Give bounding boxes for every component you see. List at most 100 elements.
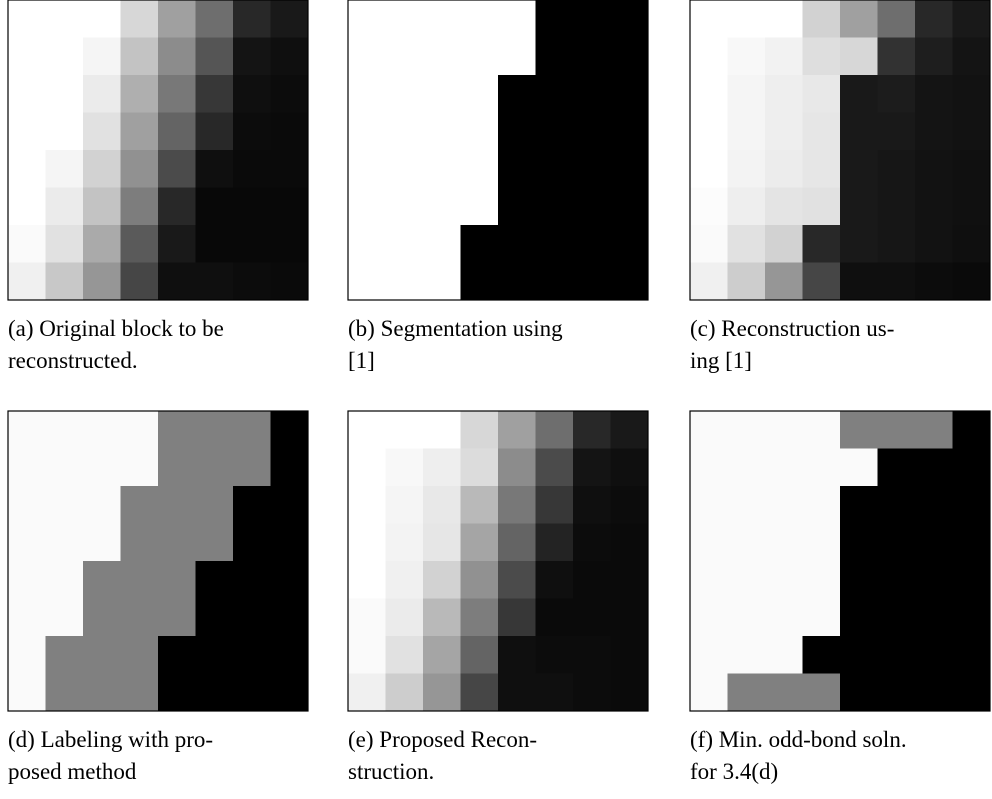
pixel	[46, 486, 84, 524]
pixel	[386, 0, 424, 38]
pixel	[271, 150, 309, 188]
pixel	[536, 486, 574, 524]
pixel	[83, 150, 121, 188]
pixel	[196, 113, 234, 151]
pixel	[196, 75, 234, 113]
pixel	[765, 113, 803, 151]
pixel	[953, 599, 991, 637]
pixel	[728, 75, 766, 113]
pixel	[915, 486, 953, 524]
pixel	[271, 263, 309, 301]
caption-line: (c) Reconstruction us-	[690, 316, 894, 341]
pixel	[348, 674, 386, 712]
pixel	[46, 188, 84, 226]
pixel	[803, 0, 841, 38]
pixel	[840, 561, 878, 599]
pixel	[728, 411, 766, 449]
pixel	[690, 486, 728, 524]
pixel	[348, 486, 386, 524]
pixel	[386, 38, 424, 76]
pixel	[573, 0, 611, 38]
pixel	[121, 263, 159, 301]
pixel	[386, 150, 424, 188]
caption-line: posed method	[8, 759, 137, 784]
pixel	[690, 449, 728, 487]
pixel	[878, 150, 916, 188]
pixel	[803, 263, 841, 301]
pixel	[233, 263, 271, 301]
pixel	[498, 599, 536, 637]
pixel	[461, 674, 499, 712]
pixel	[878, 263, 916, 301]
pixel	[498, 486, 536, 524]
pixel	[121, 113, 159, 151]
pixel	[461, 188, 499, 226]
pixel	[348, 411, 386, 449]
pixel	[690, 636, 728, 674]
pixel	[728, 113, 766, 151]
pixel	[690, 225, 728, 263]
pixel	[233, 674, 271, 712]
pixel	[953, 113, 991, 151]
pixel	[233, 486, 271, 524]
pixel	[46, 263, 84, 301]
pixel	[765, 561, 803, 599]
pixel	[158, 150, 196, 188]
pixel	[196, 263, 234, 301]
pixel	[196, 561, 234, 599]
pixel	[348, 636, 386, 674]
pixel	[915, 263, 953, 301]
pixel	[461, 636, 499, 674]
pixel	[690, 524, 728, 562]
pixel	[878, 486, 916, 524]
panel: (b) Segmentation using[1]	[348, 0, 649, 373]
pixel	[536, 113, 574, 151]
pixel	[498, 263, 536, 301]
pixel	[573, 599, 611, 637]
pixel	[121, 188, 159, 226]
pixel	[423, 225, 461, 263]
pixel	[271, 599, 309, 637]
pixel	[953, 38, 991, 76]
pixel	[690, 150, 728, 188]
pixel	[573, 449, 611, 487]
pixel	[915, 113, 953, 151]
pixel	[536, 411, 574, 449]
pixel	[46, 75, 84, 113]
pixel	[765, 75, 803, 113]
pixel	[840, 188, 878, 226]
pixel	[158, 674, 196, 712]
pixel	[46, 113, 84, 151]
pixel	[878, 38, 916, 76]
pixel	[271, 188, 309, 226]
pixel	[536, 449, 574, 487]
pixel	[8, 75, 46, 113]
pixel	[803, 636, 841, 674]
pixel	[498, 225, 536, 263]
pixel	[915, 599, 953, 637]
pixel	[158, 449, 196, 487]
pixel	[83, 561, 121, 599]
pixel	[83, 449, 121, 487]
pixel	[233, 449, 271, 487]
pixel	[840, 150, 878, 188]
pixel	[83, 524, 121, 562]
pixel	[536, 674, 574, 712]
pixel	[386, 561, 424, 599]
pixel	[536, 561, 574, 599]
pixel	[728, 599, 766, 637]
pixel	[536, 599, 574, 637]
pixel	[233, 0, 271, 38]
pixel	[953, 674, 991, 712]
pixel	[196, 188, 234, 226]
pixel	[121, 449, 159, 487]
pixel	[348, 113, 386, 151]
pixel	[233, 113, 271, 151]
pixel	[498, 0, 536, 38]
pixel	[348, 225, 386, 263]
pixel	[271, 561, 309, 599]
panel: (d) Labeling with pro-posed method	[8, 411, 309, 784]
pixel	[690, 188, 728, 226]
pixel	[573, 561, 611, 599]
